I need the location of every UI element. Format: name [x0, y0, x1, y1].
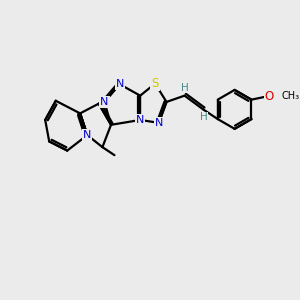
Text: S: S: [152, 77, 159, 90]
Text: N: N: [116, 79, 124, 89]
Text: H: H: [200, 112, 208, 122]
Text: N: N: [154, 118, 163, 128]
Text: N: N: [136, 115, 144, 125]
Text: CH₃: CH₃: [282, 91, 300, 101]
Text: N: N: [83, 130, 92, 140]
Text: H: H: [181, 82, 189, 93]
Text: O: O: [265, 90, 274, 103]
Text: N: N: [100, 97, 109, 107]
